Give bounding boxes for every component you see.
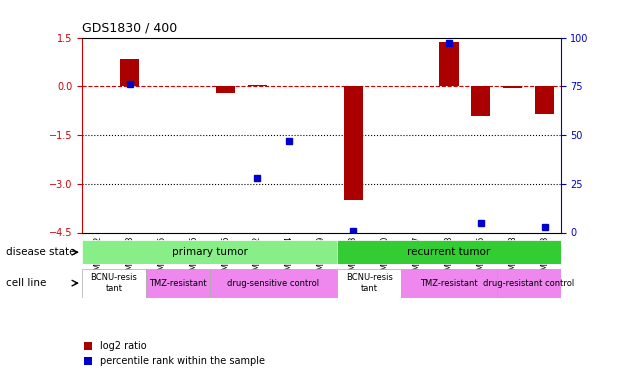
Text: GDS1830 / 400: GDS1830 / 400 xyxy=(82,22,177,35)
Bar xyxy=(439,42,459,86)
Text: cell line: cell line xyxy=(6,278,47,288)
Text: TMZ-resistant: TMZ-resistant xyxy=(420,279,478,288)
Bar xyxy=(216,86,235,93)
Bar xyxy=(248,85,267,86)
FancyBboxPatch shape xyxy=(497,269,561,297)
FancyBboxPatch shape xyxy=(401,269,497,297)
Text: primary tumor: primary tumor xyxy=(171,247,248,257)
FancyBboxPatch shape xyxy=(82,269,146,297)
Text: TMZ-resistant: TMZ-resistant xyxy=(149,279,207,288)
FancyBboxPatch shape xyxy=(146,269,210,297)
Bar xyxy=(503,86,522,88)
FancyBboxPatch shape xyxy=(337,240,561,264)
FancyBboxPatch shape xyxy=(82,240,337,264)
Text: BCNU-resis
tant: BCNU-resis tant xyxy=(346,273,392,293)
Text: disease state: disease state xyxy=(6,247,76,257)
Text: drug-sensitive control: drug-sensitive control xyxy=(227,279,319,288)
Bar xyxy=(120,58,139,86)
Text: recurrent tumor: recurrent tumor xyxy=(408,247,491,257)
FancyBboxPatch shape xyxy=(210,269,337,297)
Text: drug-resistant control: drug-resistant control xyxy=(483,279,575,288)
FancyBboxPatch shape xyxy=(337,269,401,297)
Legend: log2 ratio, percentile rank within the sample: log2 ratio, percentile rank within the s… xyxy=(81,338,269,370)
Text: BCNU-resis
tant: BCNU-resis tant xyxy=(90,273,137,293)
Bar xyxy=(471,86,491,116)
Bar xyxy=(343,86,363,200)
Bar xyxy=(535,86,554,114)
